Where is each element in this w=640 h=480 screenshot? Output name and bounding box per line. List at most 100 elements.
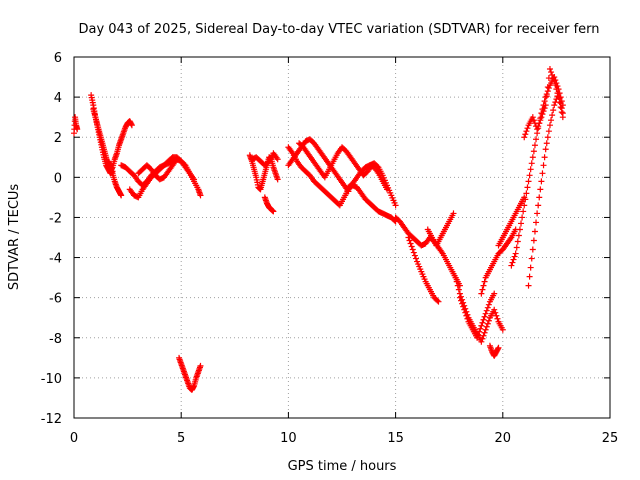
data-point [524,125,531,132]
data-point [482,310,489,317]
data-point [512,250,519,257]
series-track-17 [392,214,463,289]
data-point [554,90,561,97]
data-point [475,331,482,338]
data-point [484,304,491,311]
y-tick-label: 4 [54,91,62,106]
data-point [476,328,483,335]
y-tick-label: 6 [54,51,62,66]
data-point [542,146,549,153]
data-point [274,156,281,163]
series-track-21 [456,290,498,341]
data-point [528,255,535,262]
data-point [519,214,526,221]
data-point [173,156,180,163]
data-point [435,298,442,305]
data-point [540,108,547,115]
y-tick-label: -10 [41,372,62,387]
data-point [522,196,529,203]
data-point [74,126,81,133]
data-point [552,82,559,89]
data-point [499,326,506,333]
data-point [536,194,543,201]
data-point [530,148,537,155]
data-point [407,240,414,247]
data-point [274,176,281,183]
data-point [454,282,461,289]
data-point [518,220,525,227]
data-point [462,309,469,316]
series-track-7 [135,156,180,183]
data-point [538,178,545,185]
data-point [270,208,277,215]
series-track-1 [71,114,81,137]
data-point [549,112,556,119]
grid-lines [74,57,610,418]
data-point [531,142,538,149]
data-point [525,282,532,289]
data-point [533,219,540,226]
data-point [548,117,555,124]
y-tick-label: -2 [49,211,62,226]
data-point [533,136,540,143]
axis-ticks [73,56,611,419]
data-point [508,262,515,269]
series-track-24 [495,194,528,249]
data-point [191,176,198,183]
data-point [527,264,534,271]
data-point [392,202,399,209]
data-point [555,94,562,101]
data-point [411,252,418,259]
data-point [485,301,492,308]
data-point [535,202,542,209]
data-point [455,286,462,293]
data-point [197,192,204,199]
data-point [484,320,491,327]
data-point [541,98,548,105]
series-track-10 [248,150,281,169]
data-point [510,256,517,263]
y-tick-label: -12 [41,412,62,427]
data-point [459,300,466,307]
data-point [557,104,564,111]
data-point [551,102,558,109]
data-point [527,166,534,173]
data-point [265,159,272,166]
data-point [540,162,547,169]
data-point [523,190,530,197]
data-point [479,286,486,293]
data-point [534,126,541,133]
data-point [528,160,535,167]
data-point [494,315,501,322]
data-point [478,322,485,329]
data-point [539,111,546,118]
data-point [456,294,463,301]
data-point [537,186,544,193]
data-point [534,210,541,217]
data-point [522,131,529,138]
data-point [543,93,550,100]
series-track-19 [424,210,457,249]
data-point [529,114,536,121]
data-point [478,338,485,345]
data-point [450,210,457,217]
data-point [546,66,553,73]
data-point [491,290,498,297]
data-point [525,178,532,185]
data-point [523,128,530,135]
data-point [485,317,492,324]
data-point [464,315,471,322]
data-point [529,246,536,253]
data-point [542,94,549,101]
data-point [524,184,531,191]
data-series [71,66,566,393]
data-point [463,312,470,319]
x-axis-label: GPS time / hours [288,459,397,474]
data-point [118,192,125,199]
data-point [513,244,520,251]
data-point [541,154,548,161]
data-point [495,344,502,351]
data-point [479,319,486,326]
series-track-25 [508,74,566,269]
